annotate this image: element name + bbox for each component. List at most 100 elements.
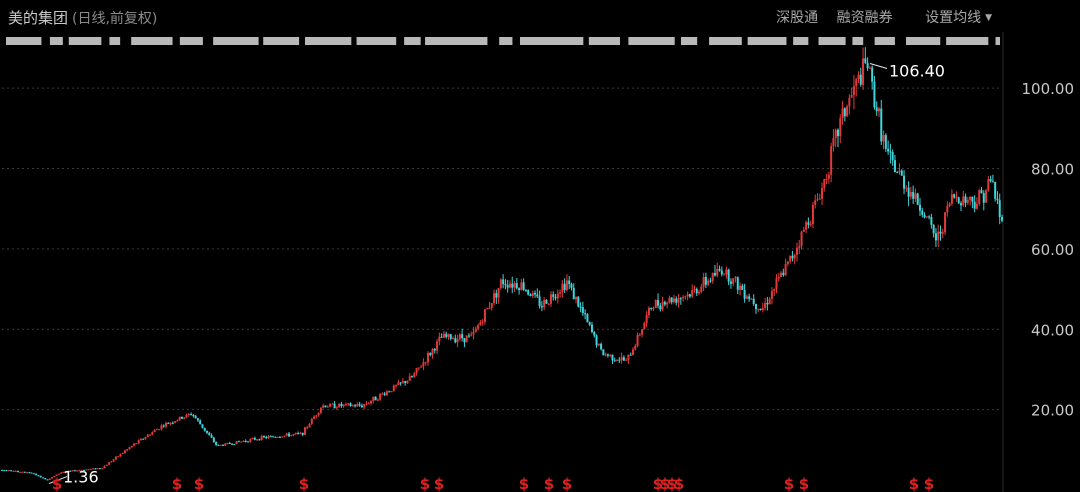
candle-body — [465, 335, 468, 343]
candle-body — [23, 471, 26, 473]
chevron-down-icon: ▼ — [985, 13, 992, 23]
candle-body — [593, 332, 596, 336]
candle-body — [616, 359, 619, 361]
candle-body — [572, 287, 575, 300]
candle-body — [96, 468, 99, 470]
event-markers: $ $ $ $ $ $ $ $ $ $$$$ $ $ $ $ — [52, 475, 934, 492]
candle-body — [777, 276, 780, 279]
ticker-block — [818, 37, 846, 45]
menu-ma-settings[interactable]: 设置均线 ▼ — [925, 10, 992, 26]
candle-body — [342, 404, 345, 407]
candle-body — [609, 354, 612, 356]
candle-body — [158, 429, 161, 431]
event-marker: $ — [784, 475, 794, 492]
candle-body — [365, 403, 368, 405]
candle-body — [26, 472, 29, 474]
candle-body — [278, 436, 281, 438]
candle-body — [704, 276, 707, 285]
candle-body — [447, 334, 450, 337]
candle-body — [540, 305, 543, 308]
candle-body — [160, 425, 163, 430]
candle-body — [237, 441, 240, 443]
candle-body — [297, 433, 300, 435]
min-price-arrow — [48, 476, 68, 485]
candle-body — [857, 74, 860, 80]
candle-body — [192, 415, 195, 417]
candle-body — [299, 432, 302, 434]
candle-body — [775, 278, 778, 290]
ticker-block — [131, 37, 173, 45]
candle-body — [907, 187, 910, 197]
candle-body — [923, 214, 926, 218]
candle-body — [180, 416, 183, 419]
candle-body — [668, 297, 671, 303]
candle-body — [884, 135, 887, 149]
candle-body — [399, 382, 402, 384]
candle-body — [165, 422, 168, 427]
ticker-block — [852, 37, 864, 45]
candle-body — [420, 366, 423, 368]
candle-body — [850, 95, 853, 98]
candle-body — [661, 301, 664, 310]
max-price-arrow — [869, 62, 888, 69]
candle-body — [301, 432, 304, 435]
candle-body — [331, 403, 334, 405]
candle-body — [32, 473, 35, 475]
candle-body — [518, 288, 521, 291]
menu-margin-trading[interactable]: 融资融券 — [836, 10, 893, 26]
candle-body — [757, 308, 760, 310]
candle-body — [586, 314, 589, 323]
annotations: 106.40 1.36 — [48, 61, 945, 487]
candle-body — [891, 151, 894, 161]
candle-body — [868, 67, 871, 69]
candle-body — [221, 444, 224, 446]
event-marker: $ — [52, 475, 62, 492]
candle-body — [823, 179, 826, 189]
event-marker: $ — [434, 475, 444, 492]
candle-body — [641, 329, 644, 335]
candle-body — [60, 472, 63, 474]
candle-body — [789, 255, 792, 262]
candle-body — [524, 289, 527, 291]
candle-body — [631, 349, 634, 356]
candle-body — [176, 420, 179, 422]
candle-body — [750, 298, 753, 300]
candle-body — [520, 282, 523, 291]
ticker-block — [404, 37, 421, 45]
candle-body — [429, 353, 432, 356]
candle-body — [802, 229, 805, 232]
candle-body — [736, 277, 739, 290]
menu-hk-connect[interactable]: 深股通 — [776, 10, 819, 26]
ticker-block — [6, 37, 42, 45]
candle-body — [871, 67, 874, 82]
candle-body — [978, 190, 981, 204]
candle-body — [723, 274, 726, 276]
candle-body — [686, 294, 689, 297]
candle-body — [463, 338, 466, 343]
candle-body — [652, 307, 655, 309]
candle-body — [64, 471, 67, 473]
candle-body — [559, 292, 562, 294]
candle-body — [449, 334, 452, 339]
candle-body — [87, 469, 90, 471]
ticker-block — [874, 37, 895, 45]
candle-body — [46, 479, 49, 481]
candle-body — [807, 222, 810, 225]
candle-body — [814, 200, 817, 205]
candle-body — [212, 437, 215, 443]
y-tick-label: 100.00 — [1022, 80, 1075, 98]
candle-body — [89, 468, 92, 470]
candle-body — [187, 414, 190, 416]
candle-body — [424, 362, 427, 364]
candle-body — [456, 338, 459, 343]
candle-body — [272, 436, 275, 438]
candle-body — [889, 151, 892, 153]
candle-body — [12, 470, 15, 472]
candle-body — [406, 380, 409, 384]
candle-body — [360, 405, 363, 408]
ticker-block — [709, 37, 742, 45]
candle-body — [795, 247, 798, 255]
candle-body — [905, 187, 908, 189]
candle-body — [502, 279, 505, 285]
candle-body — [288, 433, 291, 437]
